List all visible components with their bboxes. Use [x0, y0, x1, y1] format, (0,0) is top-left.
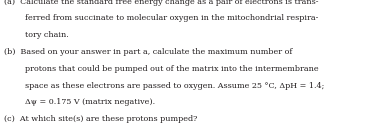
Text: Δψ = 0.175 V (matrix negative).: Δψ = 0.175 V (matrix negative). — [25, 98, 155, 106]
Text: (c)  At which site(s) are these protons pumped?: (c) At which site(s) are these protons p… — [4, 115, 197, 123]
Text: tory chain.: tory chain. — [25, 31, 69, 39]
Text: (b)  Based on your answer in part a, calculate the maximum number of: (b) Based on your answer in part a, calc… — [4, 48, 292, 56]
Text: ferred from succinate to molecular oxygen in the mitochondrial respira-: ferred from succinate to molecular oxyge… — [25, 14, 319, 22]
Text: space as these electrons are passed to oxygen. Assume 25 °C, ΔpH = 1.4;: space as these electrons are passed to o… — [25, 82, 325, 90]
Text: protons that could be pumped out of the matrix into the intermembrane: protons that could be pumped out of the … — [25, 65, 319, 73]
Text: (a)  Calculate the standard free energy change as a pair of electrons is trans-: (a) Calculate the standard free energy c… — [4, 0, 318, 6]
